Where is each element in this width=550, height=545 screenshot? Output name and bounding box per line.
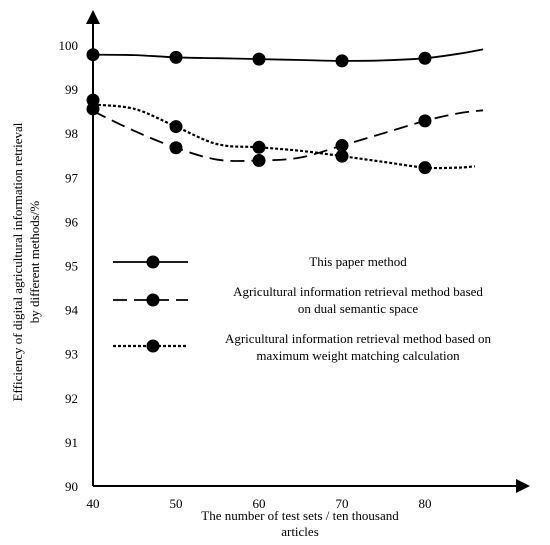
x-tick-label: 60 [253, 496, 266, 511]
legend-label: maximum weight matching calculation [256, 348, 460, 363]
data-point [169, 141, 183, 155]
axes [86, 10, 530, 493]
series-line [92, 103, 475, 170]
tick-labels: 90 91 92 93 94 95 96 97 98 99 100 40 50 60 70 80 [59, 38, 432, 511]
y-tick-label: 93 [65, 347, 78, 362]
x-tick-label: 50 [170, 496, 183, 511]
data-point [252, 140, 266, 154]
y-tick-label: 97 [65, 170, 79, 185]
y-tick-label: 98 [65, 126, 78, 141]
x-axis-label: articles [281, 524, 319, 539]
x-axis-arrow [516, 479, 530, 493]
legend-marker [146, 255, 160, 269]
data-point [86, 102, 100, 116]
data-point [252, 52, 266, 66]
y-tick-label: 92 [65, 391, 78, 406]
legend-item-1: This paper method [113, 254, 407, 269]
x-axis-label: The number of test sets / ten thousand [201, 508, 399, 523]
legend-label: This paper method [309, 254, 407, 269]
data-point [335, 54, 349, 68]
y-tick-label: 99 [65, 82, 78, 97]
data-point [418, 114, 432, 128]
legend-item-2: Agricultural information retrieval metho… [113, 284, 483, 316]
x-tick-label: 40 [87, 496, 100, 511]
series-2 [86, 93, 484, 168]
series-1 [86, 48, 484, 68]
y-tick-label: 95 [65, 259, 78, 274]
y-tick-label: 91 [65, 435, 78, 450]
y-tick-label: 96 [65, 214, 79, 229]
legend-label: Agricultural information retrieval metho… [233, 284, 483, 299]
data-point [418, 161, 432, 175]
legend-marker [146, 339, 160, 353]
y-axis-label: by different methods/% [27, 201, 42, 324]
legend-item-3: Agricultural information retrieval metho… [113, 331, 492, 363]
x-tick-label: 80 [419, 496, 432, 511]
y-tick-label: 94 [65, 303, 79, 318]
data-point [335, 149, 349, 163]
legend-label: on dual semantic space [298, 301, 418, 316]
data-point [169, 50, 183, 64]
axis-labels: The number of test sets / ten thousandar… [10, 122, 399, 539]
legend-marker [146, 293, 160, 307]
y-axis-label: Efficiency of digital agricultural infor… [10, 122, 25, 401]
data-point [86, 48, 100, 62]
legend: This paper method Agricultural informatio… [113, 254, 492, 363]
series-group [86, 48, 484, 175]
y-tick-label: 100 [59, 38, 79, 53]
series-line [92, 48, 484, 62]
data-point [169, 120, 183, 134]
legend-label: Agricultural information retrieval metho… [225, 331, 492, 346]
data-point [335, 139, 349, 153]
series-3 [86, 102, 475, 175]
data-point [252, 154, 266, 168]
x-tick-label: 70 [336, 496, 349, 511]
y-axis-arrow [86, 10, 100, 24]
series-line [92, 109, 484, 162]
y-tick-label: 90 [65, 479, 78, 494]
data-point [418, 51, 432, 65]
